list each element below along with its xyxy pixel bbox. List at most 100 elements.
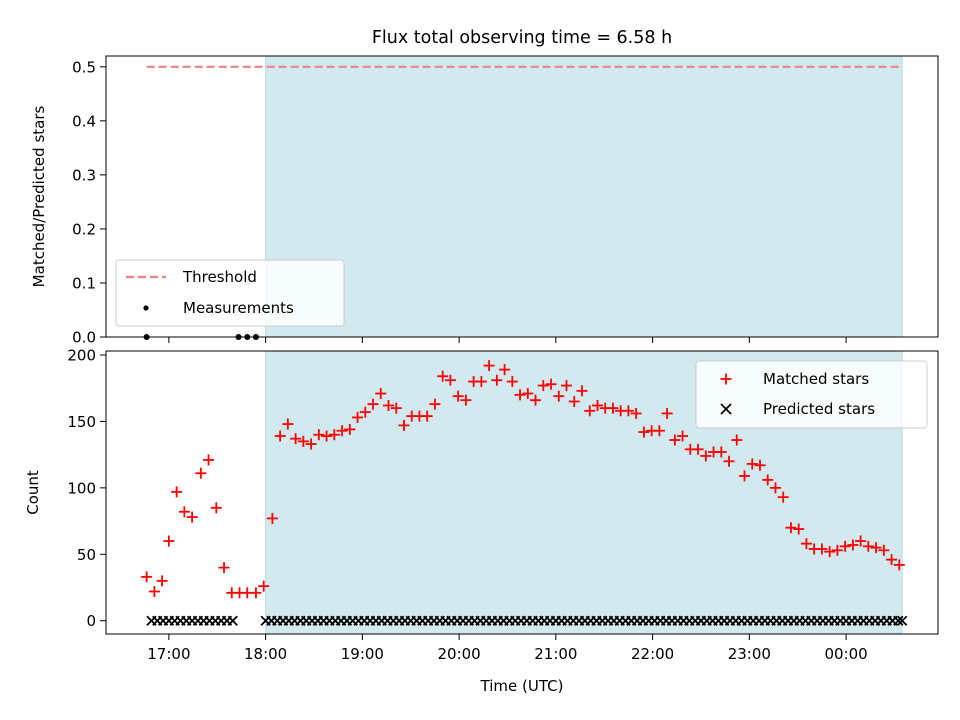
legend-measurements-marker [143,305,149,311]
x-tick-label: 18:00 [244,645,287,663]
matched-star-point [553,390,565,402]
matched-star-point [444,374,456,386]
matched-star-point [893,559,905,571]
matched-star-point [692,443,704,455]
matched-star-point [576,385,588,397]
matched-star-point [297,435,309,447]
y-tick-label: 0 [86,612,96,630]
predicted-star-point [893,615,904,626]
matched-star-point [186,511,198,523]
bottom-axes-frame [105,350,939,635]
top-legend-box [115,259,345,327]
matched-star-point [274,430,286,442]
x-tick-label: 19:00 [341,645,384,663]
matched-star-point [878,544,890,556]
marker-stroke [897,615,908,626]
matched-star-point [210,502,222,514]
matched-star-point [762,474,774,486]
matched-star-point [591,399,603,411]
matched-star-point [816,543,828,555]
matched-star-point [855,535,867,547]
matched-star-point [800,538,812,550]
matched-star-point [178,506,190,518]
matched-star-point [568,395,580,407]
matched-star-point [584,405,596,417]
legend-cross-glyph [720,403,732,415]
matched-star-point [421,410,433,422]
matched-star-point [669,434,681,446]
matched-star-point [429,398,441,410]
matched-star-point [321,430,333,442]
matched-star-point [677,430,689,442]
bottom-panel: 0 50 100 150 200 17:00 18:00 19:00 20:00 21:00 22:… [24,346,939,695]
top-observing-span [265,55,903,338]
matched-star-point [530,394,542,406]
matched-star-point [754,459,766,471]
matched-star-point [824,546,836,558]
y-tick-label: 100 [67,479,96,497]
matched-star-point [390,402,402,414]
y-tick-label: 0.5 [72,58,96,76]
bottom-y-axis-label: Count [24,470,42,515]
matched-star-point [731,434,743,446]
y-tick-label: 0.3 [72,166,96,184]
matched-star-point [437,370,449,382]
matched-star-point [282,418,294,430]
matched-star-point [344,423,356,435]
matched-star-point [514,389,526,401]
matched-star-point [250,587,262,599]
matched-star-point [746,458,758,470]
top-axes-frame [105,55,939,338]
matched-star-point [460,394,472,406]
matched-star-point [785,522,797,534]
matched-star-point [793,523,805,535]
y-tick-label: 0.0 [72,329,96,347]
matched-star-point [367,398,379,410]
matched-star-point [537,380,549,392]
matched-star-point [290,433,302,445]
matched-star-point [777,491,789,503]
legend-plus-glyph [720,373,732,385]
legend-measurements-label: Measurements [183,299,294,317]
y-tick-label: 150 [67,413,96,431]
matched-star-point [398,419,410,431]
y-tick-label: 200 [67,346,96,364]
matched-star-point [653,425,665,437]
x-tick-label: 20:00 [437,645,480,663]
matched-star-point [491,374,503,386]
matched-star-point [141,571,153,583]
matched-star-point [630,407,642,419]
matched-star-point [452,390,464,402]
legend-matched-label: Matched stars [763,370,869,388]
observing-window-shade [265,55,903,338]
top-y-axis-label: Matched/Predicted stars [30,106,48,288]
matched-star-point [545,378,557,390]
matched-star-point [352,411,364,423]
x-tick-label: 23:00 [728,645,771,663]
top-axis-ticks: 0.0 0.1 0.2 0.3 0.4 0.5 [72,58,847,347]
matched-star-point [258,580,270,592]
matched-star-point [163,535,175,547]
matched-star-point [522,388,534,400]
matched-star-point [839,540,851,552]
predicted-star-point [897,615,908,626]
matched-star-point [886,554,898,566]
matched-star-point [723,455,735,467]
matched-star-point [715,446,727,458]
predicted-star-point [227,615,238,626]
matched-star-point [305,438,317,450]
matched-star-point [171,486,183,498]
y-tick-label: 0.4 [72,112,96,130]
matched-star-point [661,407,673,419]
matched-star-point [499,364,511,376]
matched-star-point [622,405,634,417]
x-tick-label: 21:00 [534,645,577,663]
top-legend: Threshold Measurements [115,259,345,327]
x-axis-label: Time (UTC) [480,677,564,695]
matched-star-point [847,539,859,551]
matched-star-point [328,429,340,441]
y-tick-label: 0.1 [72,274,96,292]
bottom-axis-ticks: 0 50 100 150 200 17:00 18:00 19:00 20:00 21:00 22:… [67,346,867,663]
matched-star-point [266,512,278,524]
